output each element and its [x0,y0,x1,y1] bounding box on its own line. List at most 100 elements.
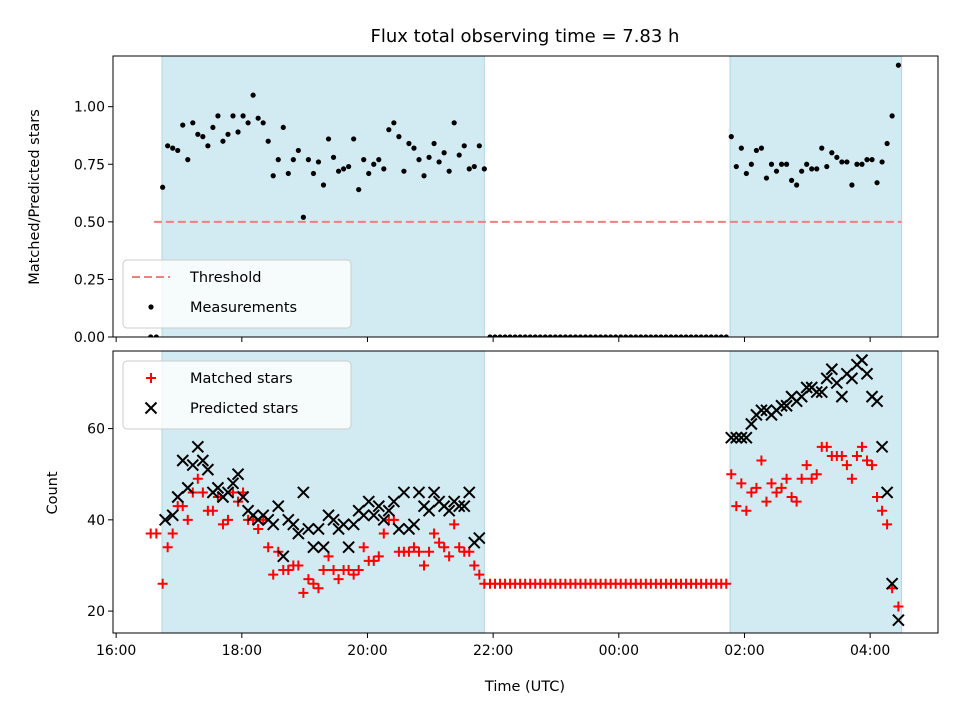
measurement-point [613,334,619,337]
measurement-point [773,168,780,174]
predicted-stars-point [302,522,315,536]
measurement-point [280,124,286,131]
measurement-point [728,134,734,140]
predicted-stars-point [372,499,385,513]
measurement-point [255,115,261,121]
measurement-point [225,131,231,137]
measurement-point [487,334,493,337]
predicted-stars-point [820,372,833,385]
measurement-point [778,161,785,167]
measurement-point [148,334,154,337]
measurement-point [366,170,372,177]
measurement-point [557,334,563,337]
matched-stars-point [419,560,430,571]
measurement-point [346,163,352,170]
predicted-stars-point [892,614,905,627]
predicted-stars-point [810,385,823,399]
matched-stars-point [207,505,218,516]
matched-stars-point [444,551,455,562]
predicted-stars-point [327,513,340,527]
measurement-point [809,166,815,172]
plot-frame [112,55,939,338]
matched-stars-point [721,578,732,589]
matched-stars-point [333,574,344,585]
matched-stars-point [263,542,274,553]
measurement-point [270,173,276,179]
predicted-stars-point [442,504,456,517]
measurement-point [638,334,644,337]
measurement-point [315,159,322,165]
predicted-stars-point [377,513,391,527]
measurement-point [522,334,528,337]
matched-stars-point [293,560,304,571]
measurement-point [854,161,860,167]
matched-stars-point [353,565,364,576]
plot-area [145,353,905,627]
measurement-point [698,334,704,337]
predicted-stars-point [307,541,320,554]
matched-stars-point [751,482,762,493]
matched-stars-point [358,542,369,553]
measurement-point [401,168,407,174]
x-tick-label: 02:00 [724,643,764,659]
measurement-point [497,334,503,337]
measurement-point [406,140,412,147]
predicted-stars-point [292,527,305,540]
predicted-stars-point [267,518,280,531]
measurement-point [723,334,729,337]
measurement-point [431,140,437,147]
measurement-point [758,145,765,151]
measurement-point [663,334,669,337]
predicted-stars-point [735,431,748,444]
measurement-point [205,143,211,149]
legend-swatch-matched [146,373,156,383]
measurement-point [300,214,306,220]
legend-swatch-predicted [144,401,158,415]
measurement-point [527,334,533,337]
measurement-point [285,170,291,177]
measurement-point [436,159,442,165]
measurement-point [708,334,714,337]
matched-stars-point [368,555,379,566]
matched-stars-point [856,441,867,452]
matched-stars-point [776,482,787,493]
matched-stars-point [298,587,309,598]
predicted-stars-point [780,399,793,412]
legend-box [122,360,352,430]
predicted-stars-point [422,504,436,517]
measurement-point [572,334,579,337]
measurement-point [814,166,820,172]
matched-stars-point [867,460,878,471]
predicted-stars-point [312,522,325,536]
matched-stars-point [771,487,782,498]
predicted-stars-point [835,390,849,403]
x-axis-label: Time (UTC) [484,679,565,695]
measurement-point [587,334,594,337]
matched-stars-point [821,441,832,452]
measurement-point [235,129,241,135]
measurement-point [693,334,699,337]
predicted-stars-point [725,431,738,444]
measurement-point [879,159,885,165]
measurement-point [325,136,332,142]
measurement-point [864,157,870,163]
matched-stars-point [197,487,208,498]
predicted-stars-point [382,504,396,517]
measurement-point [376,157,382,163]
predicted-stars-point [427,486,441,499]
measurement-point [200,134,206,140]
measurement-point [768,161,775,167]
predicted-stars-point [745,417,758,431]
measurement-point [175,147,181,154]
matched-stars-point [192,473,203,484]
measurement-point [718,334,724,337]
measurement-point [874,180,880,186]
measurement-point [446,168,452,174]
measurement-point [618,334,624,337]
measurement-point [849,182,855,188]
legend-box [122,259,352,329]
predicted-stars-point [181,481,194,495]
chart-title: Flux total observing time = 7.83 h [371,26,680,47]
predicted-stars-point [166,509,179,522]
